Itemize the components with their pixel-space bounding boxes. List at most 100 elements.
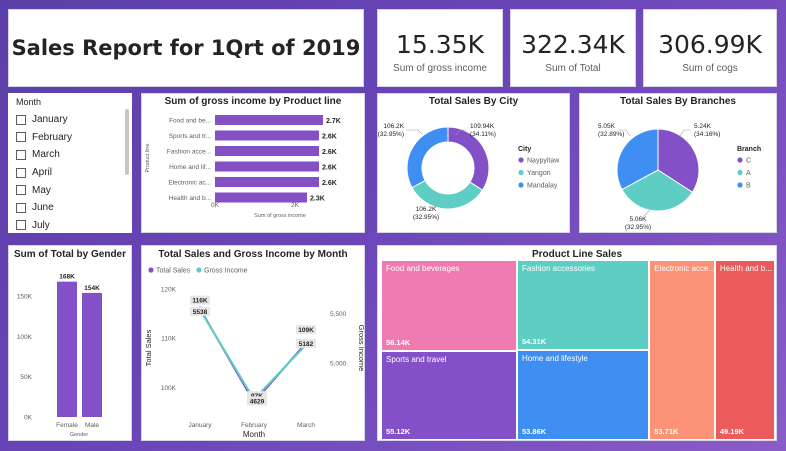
category-label: Sports and tr...	[169, 133, 211, 140]
data-label-box	[296, 325, 316, 335]
data-label: 109K	[298, 327, 314, 334]
legend-marker	[518, 157, 524, 163]
y-tick-label: 100K	[161, 385, 177, 392]
kpi-card-cogs: 306.99K Sum of cogs	[643, 9, 777, 87]
bar	[215, 115, 323, 125]
slicer-item-february[interactable]: February	[16, 129, 120, 147]
gender-bar-chart: 0K 50K 100K 150K 168K Female 154K Male Gender	[17, 274, 102, 438]
treemap-cell[interactable]: Fashion accessories 54.31K	[516, 260, 650, 351]
pie-slice	[616, 128, 659, 191]
month-slicer: Month January February March April May June Ju…	[8, 93, 132, 233]
checkbox[interactable]	[16, 185, 26, 196]
data-label: 2.3K	[310, 196, 325, 203]
checkbox[interactable]	[16, 149, 26, 160]
data-label: 5.24K	[694, 123, 712, 130]
slicer-item-label: March	[32, 149, 60, 161]
kpi-card-gross-income: 15.35K Sum of gross income	[377, 9, 503, 87]
data-label: 116K	[192, 298, 207, 305]
legend-item: B	[746, 183, 751, 190]
data-label-box	[247, 391, 267, 401]
legend-marker	[518, 169, 524, 176]
data-label-percent: (32.95%)	[413, 214, 439, 221]
slicer-item-march[interactable]: March	[16, 146, 120, 164]
data-label: 5.06K	[630, 216, 648, 223]
y-tick-label: 0K	[24, 415, 33, 422]
data-label: 109.94K	[470, 123, 495, 130]
data-label: 2.6K	[322, 180, 337, 187]
x-tick-label: January	[188, 422, 212, 429]
y-axis-label: Total Sales	[144, 329, 153, 366]
category-label: Health and b...	[169, 195, 211, 202]
kpi-value: 306.99K	[658, 30, 762, 59]
checkbox[interactable]	[16, 202, 26, 213]
legend-item: Naypyitaw	[527, 158, 560, 165]
slicer-scrollbar[interactable]	[125, 109, 129, 175]
x-tick-label: 0K	[211, 202, 220, 209]
slicer-item-april[interactable]: April	[16, 164, 120, 182]
slicer-item-june[interactable]: June	[16, 199, 120, 217]
treemap-cell[interactable]: Sports and travel 55.12K	[381, 350, 517, 440]
chart-title: Sum of gross income by Product line	[164, 96, 342, 107]
legend-marker	[196, 267, 202, 273]
chart-title: Product Line Sales	[531, 249, 623, 260]
treemap-cell-value: 54.31K	[521, 337, 547, 347]
kpi-label: Sum of Total	[545, 63, 601, 74]
data-label-box	[296, 338, 316, 348]
slicer-item-label: January	[32, 114, 68, 126]
legend-marker	[737, 182, 743, 188]
chart-title: Total Sales and Gross Income by Month	[158, 249, 348, 260]
x-tick-label: February	[241, 422, 268, 429]
slicer-item-label: June	[32, 202, 54, 214]
y-tick-label: 150K	[17, 294, 33, 301]
report-title: Sales Report for 1Qrt of 2019	[11, 36, 361, 60]
leader-line	[643, 209, 651, 217]
category-label: Electronic ac...	[168, 180, 211, 187]
data-label: 168K	[59, 274, 75, 281]
treemap-cell[interactable]: Health and b... 49.19K	[714, 260, 775, 440]
treemap-cell-label: Food and beverages	[386, 264, 460, 273]
data-label-box	[190, 295, 210, 305]
bar	[215, 192, 307, 203]
checkbox[interactable]	[16, 114, 26, 125]
category-label: Fashion acce...	[167, 149, 211, 156]
y-tick-label: 120K	[161, 286, 177, 293]
legend-marker	[737, 157, 743, 163]
pie-slice	[411, 179, 484, 210]
data-label: 106.2K	[383, 123, 404, 130]
city-donut-chart: 109.94K(34.11%)106.2K(32.95%)106.2K(32.9…	[378, 123, 560, 221]
leader-line	[679, 129, 690, 137]
data-label-box	[247, 396, 267, 406]
y-axis-label: Product line	[145, 143, 151, 172]
kpi-value: 322.34K	[521, 30, 625, 59]
checkbox[interactable]	[16, 220, 26, 231]
slicer-item-january[interactable]: January	[16, 111, 120, 129]
data-label-percent: (32.95%)	[625, 224, 651, 231]
y-tick-label: 50K	[20, 374, 32, 381]
treemap-cell-label: Electronic acce...	[654, 264, 715, 273]
slicer-item-may[interactable]: May	[16, 181, 120, 199]
checkbox[interactable]	[16, 167, 26, 178]
legend-marker	[518, 182, 524, 188]
chart-title: Sum of Total by Gender	[13, 249, 127, 260]
treemap-cell[interactable]: Food and beverages 56.14K	[381, 260, 517, 351]
bar	[82, 292, 102, 417]
y-tick-label: 100K	[17, 334, 33, 341]
leader-line	[455, 129, 466, 136]
data-label-percent: (32.89%)	[598, 131, 624, 138]
data-label: 154K	[84, 285, 100, 292]
data-label: 5538	[193, 309, 208, 316]
slicer-item-july[interactable]: July	[16, 217, 120, 233]
treemap-cell-value: 55.12K	[386, 426, 411, 436]
treemap-cell[interactable]: Electronic acce... 53.71K	[649, 260, 715, 440]
data-label: 5182	[299, 341, 314, 348]
treemap-cell[interactable]: Home and lifestyle 53.86K	[516, 350, 650, 440]
kpi-card-total: 322.34K Sum of Total	[510, 9, 636, 87]
treemap-cell-label: Health and b...	[719, 264, 772, 273]
legend-marker	[148, 267, 154, 273]
bar	[215, 177, 319, 187]
legend-item: Yangon	[527, 170, 551, 177]
data-label: 2.6K	[322, 165, 337, 172]
x-axis-label: Month	[243, 430, 265, 439]
checkbox[interactable]	[16, 132, 26, 143]
data-label: 106.2K	[416, 206, 437, 213]
